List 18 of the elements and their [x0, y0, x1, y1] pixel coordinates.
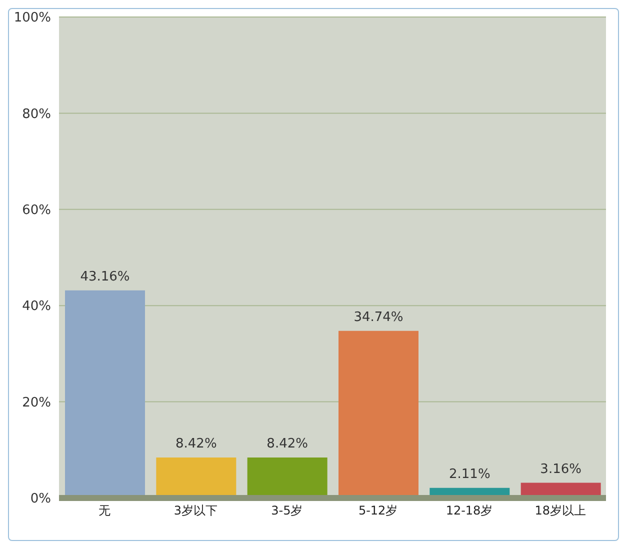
- data-label: 43.16%: [80, 269, 130, 284]
- y-tick-label: 80%: [22, 106, 51, 122]
- data-label: 8.42%: [266, 436, 308, 452]
- x-tick-label: 3-5岁: [271, 504, 303, 518]
- y-tick-label: 20%: [22, 395, 51, 410]
- data-label: 8.42%: [176, 436, 217, 452]
- x-tick-label: 18岁以上: [534, 504, 586, 518]
- x-tick-label: 5-12岁: [358, 504, 398, 518]
- x-tick-label: 12-18岁: [446, 504, 493, 518]
- y-tick-label: 60%: [22, 203, 51, 218]
- x-tick-label: 3岁以下: [174, 504, 218, 518]
- data-label: 34.74%: [354, 310, 404, 325]
- y-tick-label: 40%: [22, 299, 51, 314]
- y-tick-label: 0%: [30, 492, 51, 507]
- data-label: 3.16%: [540, 462, 582, 477]
- x-tick-label: 无: [98, 504, 111, 518]
- data-label: 2.11%: [449, 466, 490, 482]
- y-tick-label: 100%: [14, 10, 51, 26]
